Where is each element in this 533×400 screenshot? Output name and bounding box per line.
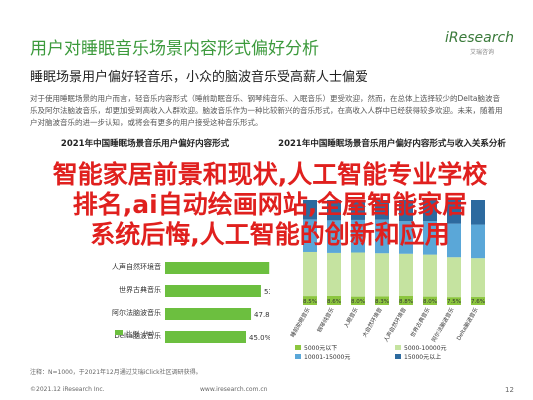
overlay-line: 系统后悔,人工智能的创新和应用: [90, 220, 450, 249]
bar-segment: [423, 296, 437, 305]
overlay: 智能家居前景和现状,人工智能专业学校 排名,ai自动绘画网站,全屋智能家居 系统…: [15, 160, 525, 250]
copyright: ©2021.12 iResearch Inc.: [30, 386, 105, 393]
bar-segment: [375, 200, 389, 220]
bar-segment: [399, 253, 413, 296]
bar-segment: [327, 252, 341, 296]
value-label: 8.3%: [375, 299, 389, 305]
legend-swatch: [295, 354, 301, 359]
category-label: Delta脑波音乐: [454, 306, 480, 342]
site: www.iresearch.com.cn: [200, 386, 268, 393]
bar-segment: [303, 296, 317, 305]
bar-segment: [327, 295, 341, 305]
bar-segment: [423, 221, 437, 255]
bar-segment: [327, 200, 341, 221]
bar: [165, 308, 252, 320]
bar-segment: [447, 200, 461, 224]
bar-segment: [399, 200, 413, 222]
bar-segment: [351, 252, 365, 297]
category-label: 人声自然环境音: [112, 262, 161, 271]
bar: [165, 262, 270, 274]
legend-label: 比例（%）: [126, 329, 158, 338]
bar-segment: [471, 200, 485, 225]
bar-segment: [375, 296, 389, 305]
legend-swatch: [295, 345, 301, 350]
overlay-line: 智能家居前景和现状,人工智能专业学校: [52, 160, 488, 189]
legend-label: 15000元以上: [404, 353, 441, 361]
bar-segment: [399, 221, 413, 254]
bar-segment: [471, 258, 485, 298]
legend-label: 5000元以下: [304, 345, 337, 352]
bar-segment: [447, 297, 461, 305]
category-label: 阿尔法脑波音乐: [112, 308, 161, 317]
bar-segment: [351, 296, 365, 305]
bar-segment: [303, 219, 317, 252]
bar-segment: [447, 223, 461, 258]
value-label: 47.8%: [254, 311, 270, 319]
legend-label: 10001-15000元: [304, 354, 350, 361]
bar-segment: [423, 254, 437, 297]
category-label: 大自然环境音: [360, 306, 384, 339]
category-label: Delta脑波音乐: [114, 331, 161, 340]
legend-swatch: [395, 354, 401, 359]
category-label: 阿尔法脑波音乐: [430, 306, 456, 344]
legend-swatch: [395, 345, 401, 350]
value-label: 8.5%: [303, 299, 317, 305]
bar: [165, 285, 261, 297]
chart-title: 2021年中国睡眠场景音乐用户偏好内容形式: [60, 139, 230, 149]
bar-segment: [471, 224, 485, 259]
legend-swatch: [115, 330, 123, 335]
value-label: 8.6%: [327, 299, 341, 305]
value-label: 53.3%: [264, 288, 270, 296]
value-label: 7.5%: [447, 299, 461, 305]
value-label: 7.6%: [471, 299, 485, 305]
category-label: 睡前助眠音乐: [288, 306, 312, 339]
bar-segment: [423, 200, 437, 221]
category-label: 世界古典音乐: [408, 306, 432, 339]
bar-segment: [399, 295, 413, 305]
value-label: 45.0%: [249, 334, 270, 342]
paragraph: 对于使用睡眠场景的用户而言，轻音乐内容形式（睡前助眠音乐、钢琴纯音乐、入眠音乐）…: [30, 94, 503, 127]
bar-segment: [327, 220, 341, 253]
bar-segment: [351, 219, 365, 253]
bar-segment: [303, 200, 317, 220]
note: 注释：N=1000，于2021年12月通过艾瑞iClick社区调研获得。: [30, 369, 202, 376]
value-label: 8.0%: [351, 299, 365, 305]
category-label: 人声自然环境音: [382, 306, 408, 344]
category-label: 钢琴纯音乐: [315, 306, 336, 334]
bar-segment: [303, 251, 317, 297]
bar-segment: [447, 257, 461, 298]
bar-segment: [351, 200, 365, 220]
value-label: 8.8%: [399, 299, 413, 305]
page-number: 12: [505, 386, 514, 394]
bar-chart: 人声自然环境音57.9%世界古典音乐53.3%阿尔法脑波音乐47.8%Delta…: [112, 262, 270, 343]
category-label: 入眠音乐: [342, 306, 360, 329]
bar: [165, 331, 246, 343]
title: 用户对睡眠音乐场景内容形式偏好分析: [30, 39, 319, 59]
bar-segment: [375, 219, 389, 254]
overlay-line: 排名,ai自动绘画网站,全屋智能家居: [72, 190, 468, 219]
legend-label: 5000-10000元: [404, 345, 447, 352]
stacked-chart: 8.5%睡前助眠音乐8.6%钢琴纯音乐8.0%入眠音乐8.3%大自然环境音8.8…: [288, 200, 485, 361]
category-label: 世界古典音乐: [119, 285, 161, 294]
logo: iResearch: [445, 30, 515, 46]
subtitle: 睡眠场景用户偏好轻音乐，小众的脑波音乐受高薪人士偏爱: [30, 70, 369, 85]
bar-segment: [471, 297, 485, 305]
chart-title: 2021年中国睡眠场景音乐用户偏好内容形式与收入关系分析: [278, 139, 506, 149]
logo-sub: 艾瑞咨询: [470, 49, 495, 56]
value-label: 8.0%: [423, 299, 437, 305]
bar-segment: [375, 253, 389, 297]
